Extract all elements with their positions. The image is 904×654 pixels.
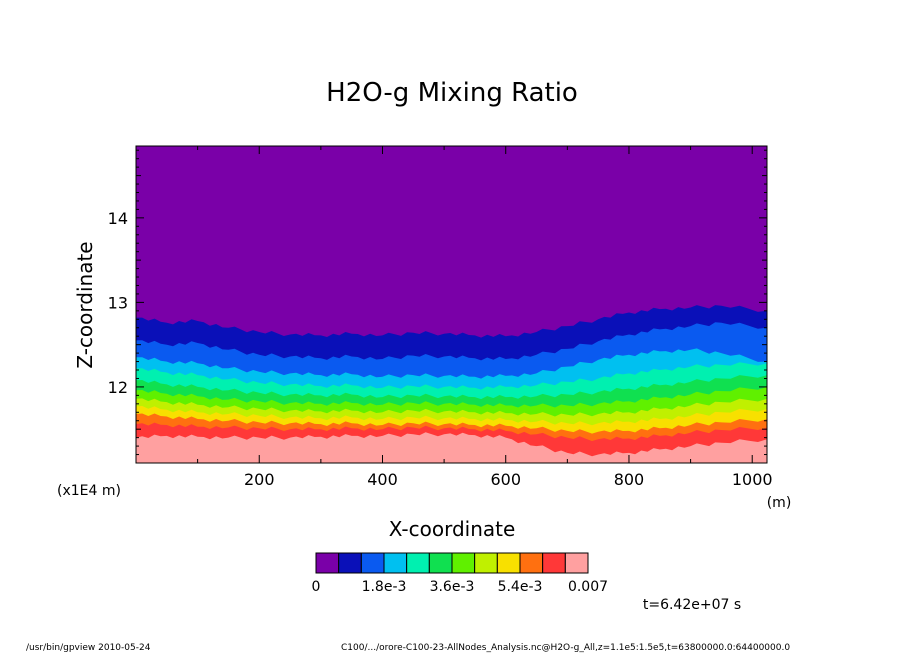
colorbar-swatch [315,552,340,574]
chart-title: H2O-g Mixing Ratio [326,78,578,108]
colorbar-swatch [383,552,408,574]
x-axis-label: X-coordinate [389,517,516,541]
time-label: t=6.42e+07 s [643,597,741,613]
x-tick-label: 600 [490,470,521,489]
colorbar-swatch [338,552,362,574]
colorbar-tick-label: 0 [312,579,321,595]
colorbar-swatch [451,552,476,574]
colorbar-tick-label: 3.6e-3 [430,579,475,595]
colorbar-swatch [564,552,589,574]
colorbar-swatch [519,552,544,574]
colorbar: 0 1.8e-3 3.6e-3 5.4e-3 0.007 [312,552,608,595]
plot-frame [135,145,768,464]
colorbar-swatch [542,552,566,574]
footer-right: C100/.../orore-C100-23-AllNodes_Analysis… [341,643,791,653]
x-tick-label: 400 [367,470,398,489]
colorbar-swatch [360,552,385,574]
y-axis-label: Z-coordinate [73,241,97,368]
y-axis-unit: (x1E4 m) [57,483,121,499]
colorbar-swatch [406,552,430,574]
x-tick-label: 200 [244,470,275,489]
y-tick-label: 13 [108,293,128,312]
y-tick-label: 14 [108,209,128,228]
colorbar-swatch [428,552,453,574]
colorbar-tick-label: 1.8e-3 [362,579,407,595]
colorbar-tick-label: 5.4e-3 [498,579,543,595]
x-tick-label: 1000 [732,470,773,489]
x-axis-unit: (m) [767,495,792,511]
colorbar-swatch [474,552,498,574]
x-tick-label: 800 [614,470,645,489]
y-tick-label: 12 [108,378,128,397]
footer-left: /usr/bin/gpview 2010-05-24 [26,643,151,653]
colorbar-swatch [496,552,521,574]
colorbar-tick-label: 0.007 [568,579,608,595]
contour-band-11 [136,432,767,463]
